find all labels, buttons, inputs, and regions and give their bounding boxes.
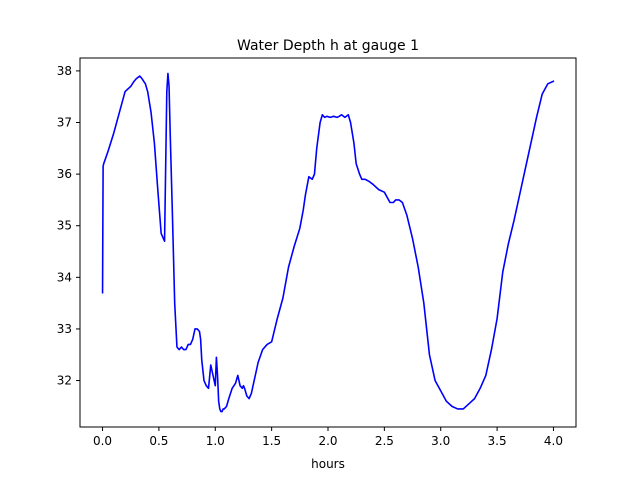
- y-tick-label: 36: [57, 167, 72, 181]
- y-tick-label: 34: [57, 270, 72, 284]
- x-tick-label: 0.0: [93, 434, 112, 448]
- x-tick-label: 0.5: [149, 434, 168, 448]
- series-line-0: [101, 72, 555, 413]
- x-tick-label: 1.5: [262, 434, 281, 448]
- y-axis: 32 33 34 35 36 37 38: [57, 64, 80, 388]
- y-tick-label: 32: [57, 374, 72, 388]
- y-tick-label: 38: [57, 64, 72, 78]
- y-tick-label: 37: [57, 116, 72, 130]
- x-tick-label: 4.0: [544, 434, 563, 448]
- x-tick-label: 3.0: [431, 434, 450, 448]
- x-tick-label: 2.0: [318, 434, 337, 448]
- chart-title: Water Depth h at gauge 1: [237, 38, 419, 54]
- x-tick-label: 1.0: [206, 434, 225, 448]
- y-tick-label: 35: [57, 219, 72, 233]
- x-axis: 0.0 0.5 1.0 1.5 2.0 2.5 3.0 3.5 4.0: [93, 427, 563, 448]
- y-tick-label: 33: [57, 322, 72, 336]
- x-axis-label: hours: [311, 457, 345, 471]
- x-tick-label: 2.5: [375, 434, 394, 448]
- x-tick-label: 3.5: [488, 434, 507, 448]
